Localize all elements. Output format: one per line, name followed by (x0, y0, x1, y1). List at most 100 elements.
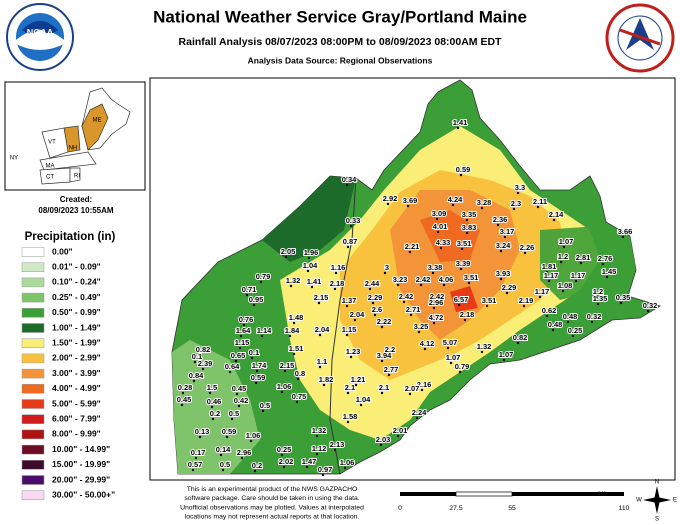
rainfall-value: 0.32 (587, 312, 602, 321)
state-label: NY (10, 156, 18, 162)
legend-swatch (21, 399, 45, 409)
legend-swatch (21, 262, 45, 272)
rainfall-value: 1.2 (593, 287, 603, 296)
station-dot (601, 262, 605, 266)
station-dot (317, 301, 321, 305)
legend-swatch (21, 460, 45, 470)
rainfall-value: 0.95 (249, 295, 264, 304)
station-dot (396, 283, 400, 287)
rainfall-value: 2.92 (383, 194, 398, 203)
station-dot (284, 255, 288, 259)
station-dot (228, 370, 232, 374)
rainfall-value: 0.5 (260, 401, 270, 410)
rainfall-value: 1.14 (257, 326, 272, 335)
legend-swatch (21, 277, 45, 288)
station-dot (296, 377, 300, 381)
rainfall-value: 1.23 (346, 347, 361, 356)
station-dot (346, 245, 350, 249)
station-dot (446, 346, 450, 350)
station-dot (496, 223, 500, 227)
rainfall-value: 2.03 (376, 435, 391, 444)
station-dot (423, 347, 427, 351)
station-dot (536, 205, 540, 209)
rainfall-value: 1.74 (252, 361, 267, 370)
station-dot (480, 206, 484, 210)
compass-letter: W (636, 498, 642, 504)
rainfall-value: 2.04 (350, 310, 365, 319)
station-dot (499, 249, 503, 253)
station-dot (432, 306, 436, 310)
legend-swatch (21, 308, 45, 318)
rainfall-value: 1.35 (593, 294, 608, 303)
station-dot (315, 434, 319, 438)
rainfall-map (149, 77, 676, 481)
state-label: VT (48, 140, 56, 146)
station-dot (619, 301, 623, 305)
rainfall-value: 2.22 (377, 317, 392, 326)
rainfall-value: 3.28 (477, 198, 492, 207)
scale-tick: 27.5 (449, 505, 462, 512)
legend-label: 20.00" - 29.99" (52, 474, 110, 484)
station-dot (458, 370, 462, 374)
rainfall-value: 1.2 (558, 252, 568, 261)
legend-title: Precipitation (in) (25, 231, 116, 243)
station-dot (594, 295, 598, 299)
legend-label: 0.01" - 0.09" (52, 261, 101, 271)
station-dot (211, 417, 215, 421)
rainfall-value: 0.87 (343, 237, 358, 246)
station-dot (457, 303, 461, 307)
legend-label: 0.00" (52, 246, 73, 256)
rainfall-value: 1.41 (453, 118, 468, 127)
legend-label: 3.00" - 3.99" (52, 368, 101, 378)
rainfall-value: 1.58 (343, 412, 358, 421)
disclaimer-line: This is an experimental product of the N… (187, 486, 358, 493)
station-dot (503, 235, 507, 239)
rainfall-value: 1.17 (535, 287, 550, 296)
rainfall-value: 2.42 (399, 292, 414, 301)
rainfall-value: 0.59 (456, 165, 471, 174)
title: National Weather Service Gray/Portland M… (153, 7, 527, 26)
rainfall-value: 0.35 (616, 293, 631, 302)
station-dot (516, 341, 520, 345)
station-dot (396, 434, 400, 438)
station-dot (380, 359, 384, 363)
rainfall-value: 0.71 (242, 285, 257, 294)
rainfall-value: 1.06 (246, 431, 261, 440)
rainfall-value: 3.51 (482, 296, 497, 305)
rainfall-value: 2.6 (372, 305, 382, 314)
station-dot (505, 291, 509, 295)
station-dot (502, 358, 506, 362)
station-dot (280, 453, 284, 457)
station-dot (208, 391, 212, 395)
station-dot (561, 289, 565, 293)
rainfall-value: 1.04 (303, 261, 318, 270)
station-dot (333, 448, 337, 452)
rainfall-value: 0.45 (232, 384, 247, 393)
rainfall-value: 2.13 (330, 440, 345, 449)
rainfall-value: 2.1 (345, 383, 355, 392)
station-dot (499, 277, 503, 281)
inset-map: ME VT NH NY MA CT RI (4, 81, 146, 191)
station-dot (318, 333, 322, 337)
station-dot (387, 373, 391, 377)
station-dot (432, 321, 436, 325)
station-dot (249, 439, 253, 443)
rainfall-value: 2.2 (385, 345, 395, 354)
rainfall-value: 1.17 (544, 271, 559, 280)
rainfall-value: 1.1 (317, 357, 327, 366)
station-dot (191, 468, 195, 472)
created-date: 08/09/2023 10:55AM (38, 206, 114, 215)
station-dot (605, 275, 609, 279)
rainfall-value: 1.16 (331, 263, 346, 272)
rainfall-value: 2.42 (430, 292, 445, 301)
legend-label: 6.00" - 7.99" (52, 413, 101, 423)
compass: N S E W (636, 480, 677, 523)
compass-letter: E (673, 498, 677, 504)
station-dot (449, 361, 453, 365)
rainfall-value: 0.79 (256, 272, 271, 281)
rainfall-value: 0.59 (222, 427, 237, 436)
station-dot (343, 466, 347, 470)
state-label: RI (74, 174, 80, 180)
rainfall-value: 2.05 (281, 247, 296, 256)
